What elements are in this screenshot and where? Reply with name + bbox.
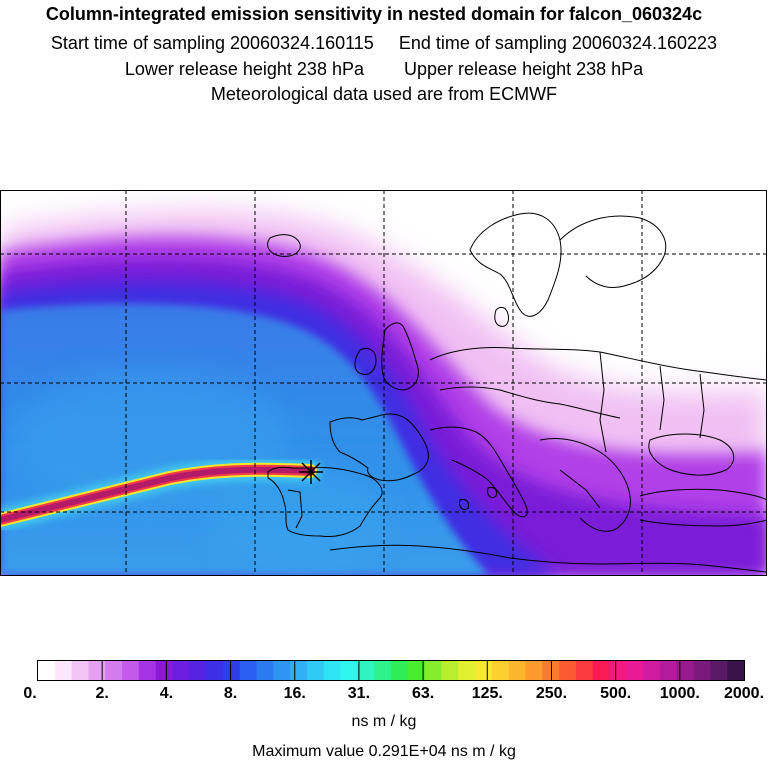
colorbar-swatch	[441, 661, 459, 680]
upper-release-label: Upper release height 238 hPa	[404, 59, 644, 79]
coastlines	[267, 212, 767, 573]
colorbar-swatch	[88, 661, 106, 680]
colorbar-swatch	[71, 661, 90, 680]
colorbar-swatch	[407, 661, 426, 680]
colorbar-unit: ns m / kg	[352, 713, 417, 730]
colorbar-swatches	[38, 661, 745, 680]
colorbar-swatch	[374, 661, 392, 680]
colorbar-swatch	[693, 661, 711, 680]
colorbar-swatch	[155, 661, 174, 680]
colorbar-swatch	[172, 661, 190, 680]
colorbar-tick-label: 4.	[160, 685, 173, 702]
colorbar-tick-label: 500.	[600, 685, 631, 702]
colorbar-swatch	[727, 661, 745, 680]
colorbar-swatch	[458, 661, 476, 680]
colorbar-tick-label: 8.	[224, 685, 237, 702]
colorbar-swatch	[676, 661, 695, 680]
colorbar-tick-label: 2000.	[724, 685, 764, 702]
colorbar-swatch	[626, 661, 644, 680]
colorbar-swatch	[424, 661, 443, 680]
colorbar-swatch	[391, 661, 409, 680]
colorbar-tick-label: 0.	[23, 685, 36, 702]
colorbar-tick-label: 31.	[348, 685, 370, 702]
colorbar-swatch	[122, 661, 140, 680]
release-location-star-icon	[299, 460, 323, 484]
colorbar-swatch	[273, 661, 291, 680]
sampling-times: Start time of sampling 20060324.160115 E…	[0, 33, 768, 54]
lower-release-label: Lower release height 238 hPa	[124, 59, 364, 79]
colorbar-swatch	[323, 661, 342, 680]
end-time-label: End time of sampling 20060324.160223	[398, 33, 718, 53]
colorbar-swatch	[491, 661, 510, 680]
colorbar-legend: 0. 2. 4. 8. 16. 31. 63. 125. 250. 500. 1000. 2000. …	[23, 660, 764, 760]
colorbar-swatch	[38, 661, 56, 680]
colorbar-swatch	[340, 661, 358, 680]
max-value-label: Maximum value 0.291E+04 ns m / kg	[252, 743, 516, 760]
colorbar-swatch	[710, 661, 728, 680]
colorbar-tick-label: 125.	[472, 685, 503, 702]
emission-sensitivity-map	[0, 190, 767, 576]
colorbar-tick-label: 63.	[412, 685, 434, 702]
colorbar-swatch	[575, 661, 594, 680]
map-frame	[0, 190, 767, 576]
colorbar-ticks: 0. 2. 4. 8. 16. 31. 63. 125. 250. 500. 1000. 2000.	[23, 661, 764, 702]
colorbar-swatch	[290, 661, 308, 680]
chart-title: Column-integrated emission sensitivity i…	[45, 4, 703, 24]
plume-trajectory	[0, 458, 321, 531]
colorbar-swatch	[357, 661, 375, 680]
colorbar-swatch	[256, 661, 274, 680]
colorbar-swatch	[659, 661, 678, 680]
colorbar-swatch	[306, 661, 325, 680]
colorbar-swatch	[54, 661, 73, 680]
graticule	[0, 190, 767, 576]
colorbar-swatch	[206, 661, 224, 680]
colorbar-swatch	[643, 661, 661, 680]
colorbar-tick-label: 1000.	[660, 685, 700, 702]
colorbar-swatch	[475, 661, 493, 680]
release-heights: Lower release height 238 hPa Upper relea…	[0, 59, 768, 80]
colorbar-swatch	[525, 661, 543, 680]
colorbar-swatch	[222, 661, 241, 680]
colorbar-tick-label: 16.	[284, 685, 306, 702]
start-time-label: Start time of sampling 20060324.160115	[50, 33, 374, 53]
colorbar-swatch	[189, 661, 207, 680]
met-data-label: Meteorological data used are from ECMWF	[210, 84, 558, 104]
colorbar-tick-label: 250.	[536, 685, 567, 702]
colorbar-swatch	[592, 661, 611, 680]
colorbar-swatch	[609, 661, 627, 680]
colorbar-tick-label: 2.	[96, 685, 109, 702]
colorbar-frame	[37, 660, 745, 681]
colorbar-swatch	[105, 661, 123, 680]
colorbar-swatch	[239, 661, 258, 680]
colorbar-swatch	[559, 661, 577, 680]
colorbar-swatch	[508, 661, 527, 680]
colorbar-swatch	[138, 661, 157, 680]
